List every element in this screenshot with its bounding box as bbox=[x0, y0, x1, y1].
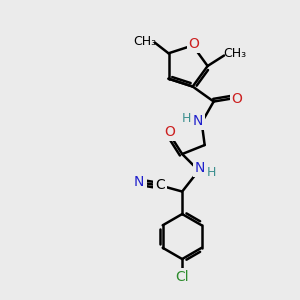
Text: O: O bbox=[189, 37, 200, 51]
Text: Cl: Cl bbox=[176, 270, 189, 284]
Text: C: C bbox=[155, 178, 164, 192]
Text: O: O bbox=[165, 125, 176, 139]
Text: H: H bbox=[207, 166, 216, 178]
Text: CH₃: CH₃ bbox=[223, 47, 246, 61]
Text: H: H bbox=[182, 112, 191, 125]
Text: N: N bbox=[134, 175, 145, 189]
Text: N: N bbox=[193, 114, 203, 128]
Text: O: O bbox=[232, 92, 242, 106]
Text: N: N bbox=[195, 161, 206, 175]
Text: CH₃: CH₃ bbox=[133, 35, 156, 48]
